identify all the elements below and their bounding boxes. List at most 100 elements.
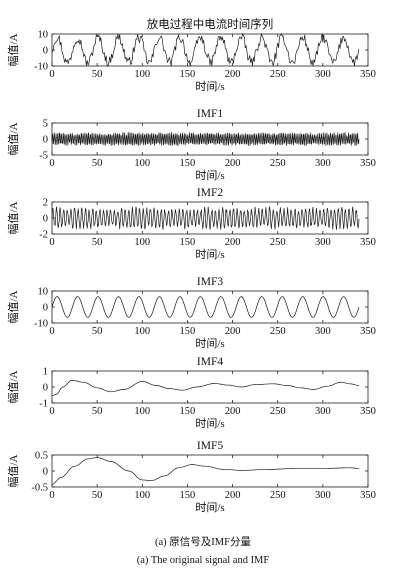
panel-3-xtick-label: 250 bbox=[270, 237, 286, 248]
panel-2-ytick-label: 5 bbox=[43, 119, 48, 130]
panel-4-ytick-label: 10 bbox=[38, 287, 49, 298]
panel-5-xtick-label: 100 bbox=[134, 406, 150, 417]
panel-4-ytick-label: -10 bbox=[34, 319, 48, 330]
panel-5-ytick-label: -1 bbox=[39, 399, 48, 410]
panel-6-title: IMF5 bbox=[197, 440, 223, 452]
panel-4-ylabel: 幅值/A bbox=[7, 290, 20, 323]
panel-5-xlabel: 时间/s bbox=[195, 417, 224, 430]
panel-5-xtick-label: 300 bbox=[315, 406, 331, 417]
panel-5-series-line bbox=[51, 379, 359, 397]
panel-5-ytick-label: 0 bbox=[43, 383, 48, 394]
panel-5-xtick-label: 200 bbox=[225, 406, 241, 417]
panel-6-xtick-label: 0 bbox=[49, 490, 54, 501]
panel-1-xtick-label: 150 bbox=[180, 69, 196, 80]
panel-6-xtick-label: 100 bbox=[134, 490, 150, 501]
panel-1-xlabel: 时间/s bbox=[195, 80, 224, 93]
panel-1-xtick-label: 50 bbox=[92, 69, 103, 80]
panel-2-xtick-label: 100 bbox=[134, 158, 150, 169]
panel-6-xtick-label: 250 bbox=[270, 490, 286, 501]
panel-4-frame bbox=[51, 290, 369, 324]
panel-2-xlabel: 时间/s bbox=[195, 169, 224, 182]
panel-6-xtick-label: 200 bbox=[225, 490, 241, 501]
panel-5-ylabel: 幅值/A bbox=[7, 370, 20, 403]
panel-5-xtick-label: 50 bbox=[92, 406, 103, 417]
panel-2-xtick-label: 300 bbox=[315, 158, 331, 169]
panel-6-ytick-label: 0.5 bbox=[35, 451, 48, 462]
panel-6-frame bbox=[51, 454, 369, 488]
panel-5-xtick-label: 0 bbox=[49, 406, 54, 417]
panel-3-ylabel: 幅值/A bbox=[7, 201, 20, 234]
panel-5-title: IMF4 bbox=[197, 356, 223, 368]
panel-6-xtick-label: 150 bbox=[180, 490, 196, 501]
panel-5-xtick-label: 350 bbox=[360, 406, 376, 417]
panel-4-xtick-label: 0 bbox=[49, 326, 54, 337]
panel-2-ylabel: 幅值/A bbox=[7, 122, 20, 155]
panel-4-xtick-label: 300 bbox=[315, 326, 331, 337]
panel-1-title: 放电过程中电流时间序列 bbox=[147, 17, 274, 31]
panel-4-title: IMF3 bbox=[197, 276, 223, 288]
panel-4-xtick-label: 350 bbox=[360, 326, 376, 337]
panel-3-xtick-label: 150 bbox=[180, 237, 196, 248]
panel-3-ytick-label: 2 bbox=[43, 198, 48, 209]
panel-3-series-line bbox=[51, 206, 360, 230]
panel-6-xtick-label: 50 bbox=[92, 490, 103, 501]
panel-2-xtick-label: 200 bbox=[225, 158, 241, 169]
panel-3-xtick-label: 50 bbox=[92, 237, 103, 248]
panel-1-ylabel: 幅值/A bbox=[7, 33, 20, 66]
panel-2-series-line bbox=[51, 131, 360, 146]
panel-2-xtick-label: 150 bbox=[180, 158, 196, 169]
panel-1-xtick-label: 100 bbox=[134, 69, 150, 80]
panel-6-xlabel: 时间/s bbox=[195, 501, 224, 514]
panel-5-ytick-label: 1 bbox=[43, 367, 48, 378]
panel-5-frame bbox=[51, 370, 369, 404]
panel-3-xlabel: 时间/s bbox=[195, 248, 224, 261]
panel-5-xtick-label: 250 bbox=[270, 406, 286, 417]
panel-1-ytick-label: 10 bbox=[38, 30, 49, 41]
panel-3-ytick-label: -2 bbox=[39, 230, 48, 241]
panel-4-ytick-label: 0 bbox=[43, 303, 48, 314]
panel-2-ytick-label: -5 bbox=[39, 151, 48, 162]
panel-2-xtick-label: 250 bbox=[270, 158, 286, 169]
panel-1-series-line bbox=[51, 32, 360, 67]
panel-1-ytick-label: 0 bbox=[43, 46, 48, 57]
panel-1-xtick-label: 350 bbox=[360, 69, 376, 80]
panel-3-xtick-label: 350 bbox=[360, 237, 376, 248]
panel-4-xtick-label: 50 bbox=[92, 326, 103, 337]
caption-en: (a) The original signal and IMF bbox=[137, 555, 270, 566]
panel-6-series-line bbox=[51, 457, 359, 485]
panel-6-xtick-label: 350 bbox=[360, 490, 376, 501]
panel-6-ytick-label: 0 bbox=[43, 467, 48, 478]
panel-1-xtick-label: 200 bbox=[225, 69, 241, 80]
panel-3-title: IMF2 bbox=[197, 187, 223, 199]
panel-1-xtick-label: 300 bbox=[315, 69, 331, 80]
panel-1-xtick-label: 0 bbox=[49, 69, 54, 80]
panel-2-ytick-label: 0 bbox=[43, 135, 48, 146]
panel-3-xtick-label: 200 bbox=[225, 237, 241, 248]
panel-3-xtick-label: 300 bbox=[315, 237, 331, 248]
panel-4-xlabel: 时间/s bbox=[195, 337, 224, 350]
panel-6-ytick-label: -0.5 bbox=[31, 483, 48, 494]
panel-4-series-line bbox=[51, 296, 360, 318]
panel-4-xtick-label: 200 bbox=[225, 326, 241, 337]
panel-1-ytick-label: -10 bbox=[34, 62, 48, 73]
panel-4-xtick-label: 100 bbox=[134, 326, 150, 337]
panel-5-xtick-label: 150 bbox=[180, 406, 196, 417]
panel-2-title: IMF1 bbox=[197, 108, 223, 120]
panel-2-xtick-label: 50 bbox=[92, 158, 103, 169]
panel-6-ylabel: 幅值/A bbox=[7, 454, 20, 487]
panel-4-xtick-label: 250 bbox=[270, 326, 286, 337]
panel-6-xtick-label: 300 bbox=[315, 490, 331, 501]
panel-3-xtick-label: 100 bbox=[134, 237, 150, 248]
panel-1-xtick-label: 250 bbox=[270, 69, 286, 80]
panel-4-xtick-label: 150 bbox=[180, 326, 196, 337]
panel-3-xtick-label: 0 bbox=[49, 237, 54, 248]
caption-zh: (a) 原信号及IMF分量 bbox=[155, 536, 251, 548]
